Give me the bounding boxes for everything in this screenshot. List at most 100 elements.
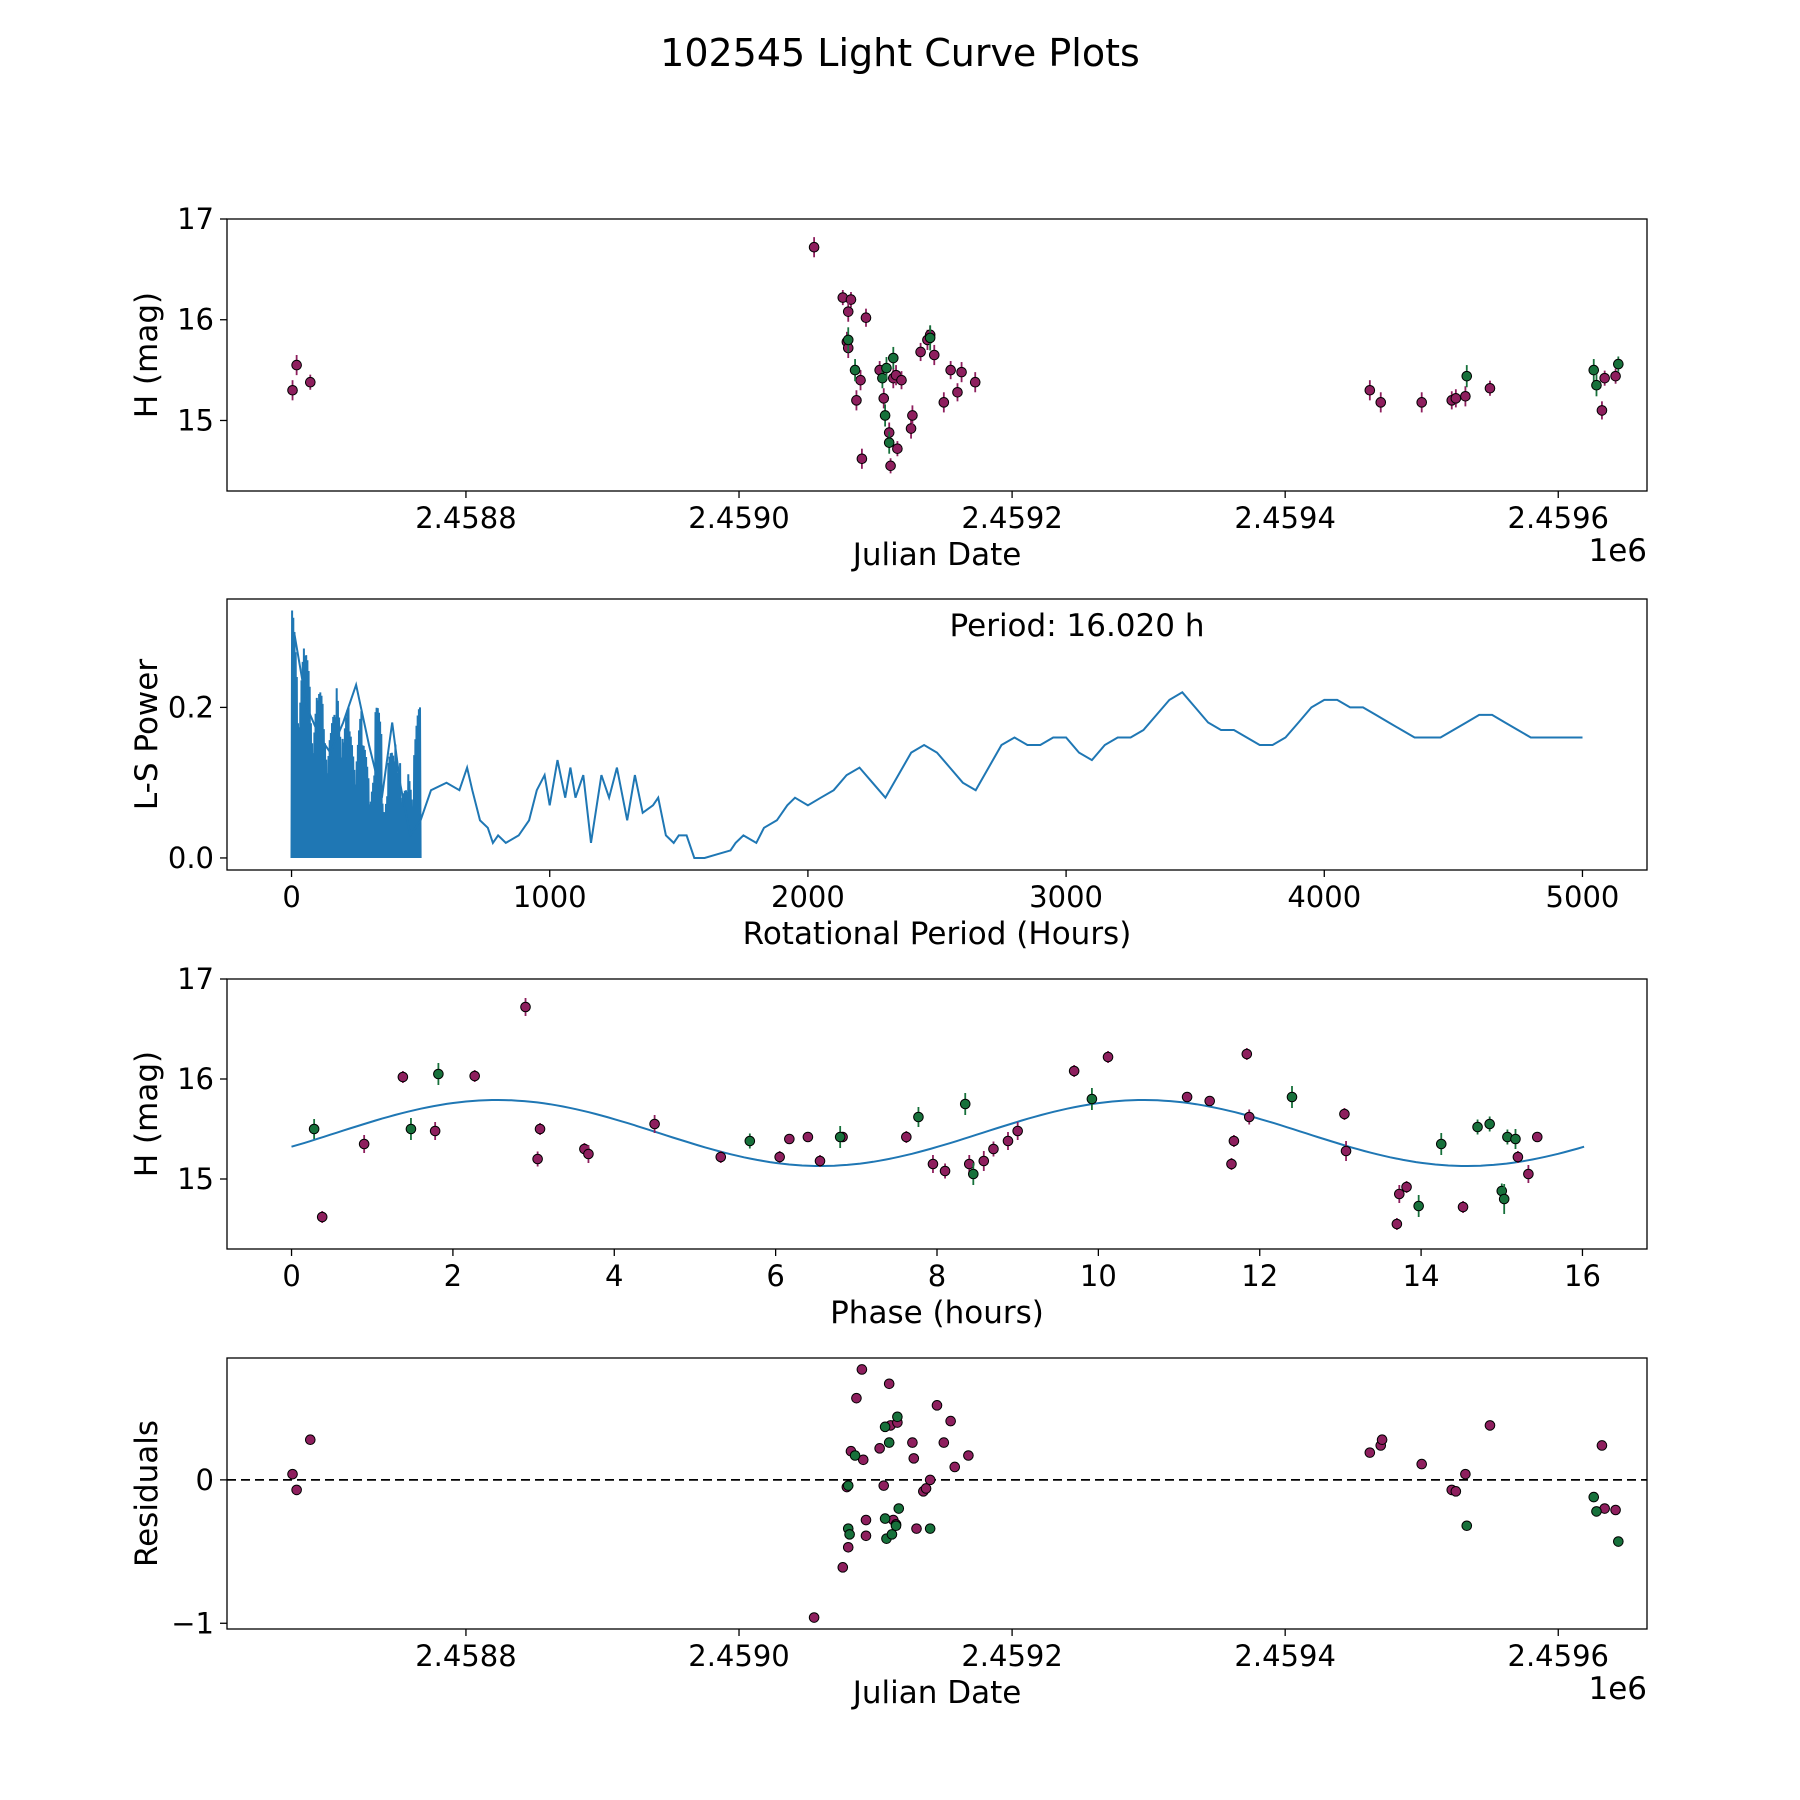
- data-point-r: [1204, 1095, 1216, 1107]
- data-point-r: [908, 1453, 920, 1464]
- data-point-r: [939, 1165, 951, 1177]
- data-point-r: [969, 376, 981, 388]
- data-point-r: [1376, 1434, 1388, 1446]
- data-point-r: [1484, 382, 1496, 394]
- data-point-r: [1484, 1420, 1496, 1431]
- data-point-r: [878, 1480, 890, 1491]
- data-point-r: [851, 395, 862, 406]
- data-point-r: [304, 376, 316, 388]
- periodogram-dense-region: [290, 610, 422, 859]
- data-point-r: [857, 1454, 869, 1466]
- x-axis-label: Julian Date: [851, 1675, 1022, 1711]
- panel-phased: 0 2 4 6 8 10 12 14 16 15 16 17 Phase (hours) H (mag): [129, 962, 1648, 1331]
- data-point-r: [1068, 1065, 1080, 1077]
- data-point-r: [928, 349, 940, 361]
- data-point-g: [879, 1421, 891, 1433]
- data-point-r: [1340, 1145, 1352, 1157]
- x-offset-label: 1e6: [1588, 1671, 1647, 1707]
- data-point-r: [1394, 1188, 1405, 1200]
- y-tick-label: 0: [196, 1463, 214, 1497]
- x-offset-label: 1e6: [1588, 533, 1647, 569]
- data-point-g: [433, 1068, 444, 1080]
- data-point-r: [920, 1483, 932, 1494]
- data-point-r: [774, 1151, 785, 1163]
- x-tick-label: 2.4588: [415, 501, 516, 535]
- data-point-r: [469, 1070, 480, 1082]
- data-point-r: [1401, 1181, 1412, 1193]
- data-point-r: [837, 1562, 849, 1573]
- data-point-r: [1375, 397, 1387, 408]
- data-point-r: [860, 312, 872, 324]
- data-point-g: [881, 362, 892, 374]
- data-point-r: [358, 1138, 370, 1150]
- data-point-r: [1241, 1048, 1253, 1060]
- data-point-r: [1364, 1447, 1376, 1458]
- data-point-g: [834, 1131, 846, 1143]
- data-point-r: [808, 1612, 820, 1623]
- data-point-r: [896, 374, 907, 386]
- x-axis-label: Phase (hours): [830, 1295, 1044, 1331]
- data-point-r: [856, 1364, 868, 1375]
- y-axis-label: Residuals: [129, 1420, 165, 1567]
- x-tick-label: 0: [282, 1259, 300, 1293]
- data-point-g: [968, 1168, 979, 1180]
- data-point-g: [924, 332, 936, 344]
- x-tick-label: 2.4594: [1234, 501, 1335, 535]
- data-point-r: [978, 1155, 990, 1167]
- data-point-r: [907, 410, 918, 421]
- y-tick-label: 16: [177, 1062, 214, 1096]
- data-point-r: [784, 1133, 795, 1145]
- panel-residuals: 2.4588 2.4590 2.4592 2.4594 2.4596 −1 0 Julian …: [129, 1357, 1648, 1711]
- data-point-g: [883, 1437, 895, 1448]
- x-tick-label: 6: [766, 1259, 784, 1293]
- y-tick-label: 15: [177, 1162, 214, 1196]
- data-point-g: [1461, 370, 1473, 382]
- x-tick-label: 5000: [1546, 880, 1620, 914]
- data-point-g: [1435, 1138, 1447, 1150]
- data-point-r: [915, 346, 926, 358]
- data-point-r: [532, 1153, 543, 1165]
- data-point-r: [397, 1071, 409, 1083]
- data-point-g: [893, 1503, 905, 1514]
- data-point-r: [1391, 1218, 1403, 1230]
- data-point-r: [520, 1001, 531, 1013]
- data-point-r: [901, 1131, 912, 1143]
- data-point-r: [1226, 1158, 1237, 1170]
- data-point-g: [744, 1135, 756, 1147]
- axes-frame: [226, 598, 1648, 871]
- sinusoid-fit-line: [291, 1099, 1585, 1167]
- data-point-r: [287, 384, 298, 396]
- y-tick-label: 17: [177, 202, 214, 236]
- data-point-r: [291, 359, 302, 371]
- data-point-r: [1457, 1201, 1469, 1213]
- data-point-g: [1613, 1536, 1624, 1547]
- data-point-r: [1596, 1440, 1608, 1451]
- data-point-g: [883, 437, 895, 448]
- x-tick-label: 14: [1403, 1259, 1440, 1293]
- data-point-r: [931, 1400, 943, 1411]
- data-point-g: [892, 1411, 903, 1423]
- x-tick-label: 1000: [513, 880, 587, 914]
- x-tick-label: 2.4596: [1508, 1639, 1609, 1673]
- data-point-g: [1413, 1200, 1424, 1212]
- y-axis-label: L-S Power: [129, 659, 165, 810]
- data-point-g: [879, 410, 891, 421]
- data-point-g: [842, 334, 854, 346]
- data-point-g: [1484, 1118, 1495, 1130]
- data-point-r: [808, 241, 820, 253]
- data-point-r: [1416, 1458, 1428, 1470]
- data-point-r: [1460, 1468, 1471, 1480]
- data-layer-raw: [287, 237, 1624, 474]
- x-tick-label: 3000: [1029, 880, 1103, 914]
- data-point-r: [429, 1125, 441, 1137]
- data-point-r: [1450, 393, 1462, 404]
- data-point-g: [913, 1111, 924, 1123]
- data-point-r: [956, 366, 967, 378]
- data-point-g: [849, 364, 861, 376]
- x-tick-label: 8: [928, 1259, 946, 1293]
- data-point-r: [1460, 391, 1471, 402]
- data-point-r: [291, 1484, 302, 1496]
- data-point-g: [1286, 1091, 1298, 1103]
- data-point-g: [1498, 1193, 1510, 1205]
